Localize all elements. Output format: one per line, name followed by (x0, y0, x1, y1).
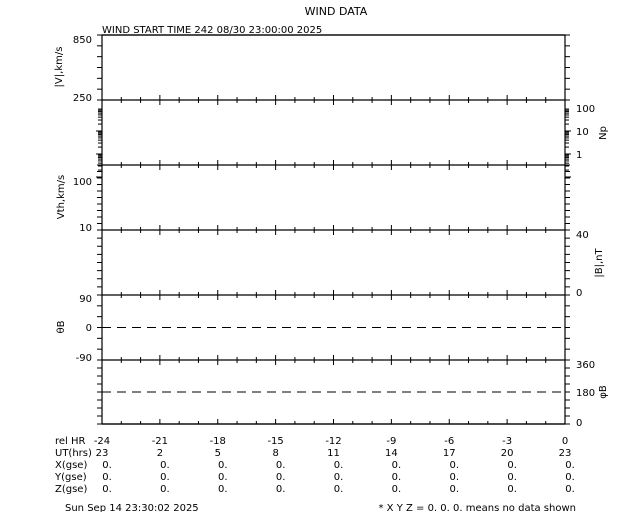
tick-label: 1 (576, 150, 582, 161)
x-tick-label: 0. (449, 472, 459, 483)
x-tick-label: 23 (559, 448, 572, 459)
tick-label: 100 (576, 104, 595, 115)
x-tick-label: -21 (152, 436, 168, 447)
x-tick-label: -9 (386, 436, 396, 447)
x-tick-label: 14 (385, 448, 398, 459)
x-tick-label: 0. (276, 472, 286, 483)
row-label: UT(hrs) (55, 448, 92, 459)
tick-label: -90 (76, 353, 92, 364)
x-tick-label: 0. (102, 460, 112, 471)
y-axis-label-density: Np (598, 126, 609, 140)
plot-frames (96, 34, 571, 425)
x-tick-label: 0. (565, 460, 575, 471)
x-tick-label: -12 (325, 436, 341, 447)
x-tick-label: 0. (507, 472, 517, 483)
x-tick-label: -3 (502, 436, 512, 447)
x-tick-label: 0. (218, 460, 228, 471)
x-tick-label: 0. (334, 472, 344, 483)
x-tick-label: 0. (507, 460, 517, 471)
x-tick-label: 0. (507, 484, 517, 495)
x-tick-label: 0. (102, 472, 112, 483)
x-tick-label: -18 (210, 436, 226, 447)
x-tick-label: -24 (94, 436, 110, 447)
x-tick-label: 11 (327, 448, 340, 459)
x-tick-label: 20 (501, 448, 514, 459)
x-tick-label: 2 (157, 448, 163, 459)
x-tick-label: 23 (96, 448, 109, 459)
tick-label: 90 (79, 294, 92, 305)
y-axis-label-phi: φB (598, 385, 609, 399)
x-tick-label: 17 (443, 448, 456, 459)
y-axis-label-field-magnitude: |B|,nT (594, 248, 605, 278)
tick-label: 180 (576, 388, 595, 399)
row-label: rel HR (55, 436, 86, 447)
x-tick-label: 0. (334, 484, 344, 495)
y-axis-label-speed: |V|,km/s (54, 47, 65, 88)
tick-label: 10 (79, 223, 92, 234)
x-tick-label: -6 (444, 436, 454, 447)
row-label: X(gse) (55, 460, 87, 471)
x-tick-label: 0. (160, 460, 170, 471)
row-label: Y(gse) (54, 472, 87, 483)
footer-timestamp: Sun Sep 14 23:30:02 2025 (65, 503, 199, 512)
x-tick-label: 0. (392, 460, 402, 471)
chart-title: WIND DATA (305, 5, 368, 18)
x-tick-label: 5 (215, 448, 221, 459)
tick-label: 0 (576, 418, 582, 429)
footer-note: * X Y Z = 0. 0. 0. means no data shown (378, 503, 576, 512)
x-tick-label: 0. (160, 484, 170, 495)
row-label: Z(gse) (55, 484, 87, 495)
x-tick-label: 0. (276, 484, 286, 495)
x-tick-label: 0. (392, 472, 402, 483)
x-tick-label: 0. (276, 460, 286, 471)
tick-label: 100 (73, 177, 92, 188)
tick-label: 0 (576, 288, 582, 299)
tick-label: 850 (73, 35, 92, 46)
x-tick-label: 0. (160, 472, 170, 483)
tick-label: 0 (86, 323, 92, 334)
x-tick-label: -15 (267, 436, 283, 447)
x-tick-label: 0. (218, 484, 228, 495)
x-tick-label: 0. (449, 460, 459, 471)
start-time-label: WIND START TIME 242 08/30 23:00:00 2025 (102, 25, 322, 36)
x-tick-label: 0. (392, 484, 402, 495)
tick-label: 10 (576, 127, 589, 138)
x-tick-label: 0 (562, 436, 568, 447)
y-axis-label-theta: θB (56, 320, 67, 333)
tick-label: 250 (73, 93, 92, 104)
y-axis-label-thermal-speed: Vth,km/s (56, 175, 67, 219)
tick-label: 40 (576, 230, 589, 241)
x-tick-label: 0. (565, 472, 575, 483)
x-tick-label: 0. (102, 484, 112, 495)
x-tick-label: 8 (272, 448, 278, 459)
x-tick-label: 0. (218, 472, 228, 483)
x-tick-label: 0. (334, 460, 344, 471)
x-tick-label: 0. (565, 484, 575, 495)
x-tick-label: 0. (449, 484, 459, 495)
tick-label: 360 (576, 360, 595, 371)
x-axis-table: rel HR -24 -21 -18 -15 -12 -9 -6 -3 0 UT(hrs) 23 2 5 8… (54, 436, 575, 495)
